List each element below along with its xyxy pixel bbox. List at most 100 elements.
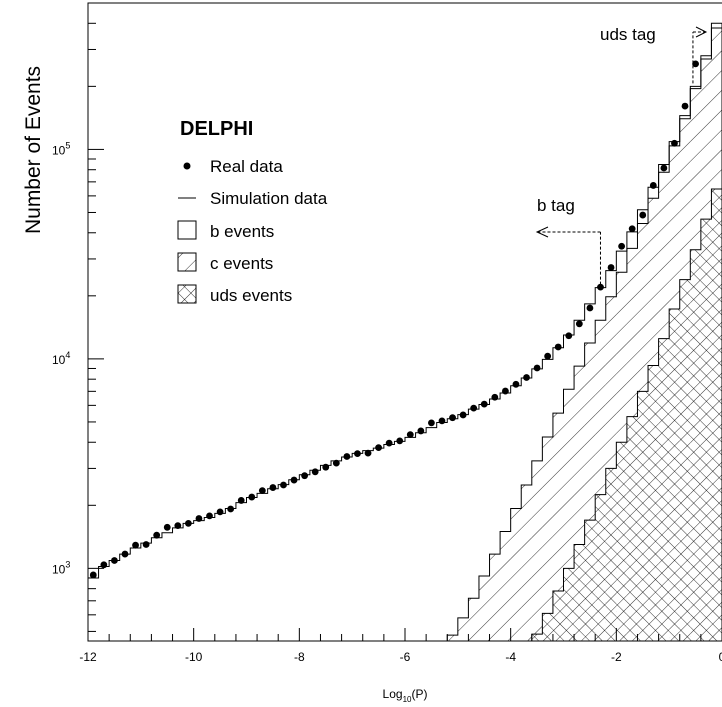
real-data-point [544,352,552,360]
real-data-point [111,557,118,564]
real-data-point [575,320,583,328]
uds-events-bar [658,338,670,641]
uds-events-bar [669,309,680,641]
simulation-data-line [88,22,722,641]
real-data-point [554,343,562,351]
c-events-bar [510,508,522,641]
real-data-point [142,541,150,548]
c-events-bar [489,554,501,641]
real-data-point [417,427,425,435]
real-data-point [322,463,330,471]
legend: Real data Simulation data b events c eve… [177,157,328,305]
uds-events-bar [700,219,712,641]
real-data-point [692,60,699,68]
plot-layer [88,22,722,641]
real-data-point [132,541,139,549]
c-events-bar [584,343,596,641]
c-events-bar [574,366,585,641]
real-data-point [628,225,636,233]
y-axis-label: Number of Events [22,66,45,234]
x-axis-label: Log10(P) [383,687,428,704]
legend-c-events-box [177,252,197,272]
uds-events-bar [531,634,543,641]
real-data-point [121,550,129,558]
real-data-point [533,364,541,372]
real-data-point [459,411,467,419]
real-data-point [195,515,203,522]
y-tick-label: 105 [52,140,70,157]
x-tick-label: 0 [719,650,722,664]
c-events-bar [542,436,553,641]
real-data-point [343,453,351,460]
uds-events-bar [690,249,701,641]
uds-events-bar [605,468,617,641]
legend-simulation-label: Simulation data [210,189,328,208]
uds-events-bar [563,568,575,641]
x-tick-label: -2 [611,650,622,664]
c-events-bar [500,531,511,641]
legend-c-events-label: c events [210,254,273,273]
uds-events-bar [711,189,722,641]
c-events-bar [595,320,606,641]
x-tick-label: -10 [185,650,203,664]
real-data-point [184,519,192,527]
b-tag-label: b tag [537,196,575,215]
uds-events-bar [679,279,691,641]
y-tick-label: 104 [52,350,70,367]
c-events-bar [468,598,479,641]
uds-events-bar [626,416,638,641]
real-data-point [375,444,382,452]
real-data-point [237,497,245,504]
c-events-bar [552,413,564,641]
real-data-point [269,484,277,491]
real-data-point [523,374,530,381]
x-tick-label: -8 [294,650,305,664]
real-data-point [332,459,340,467]
real-data-point [227,505,235,513]
real-data-point [501,387,509,395]
c-events-bar [563,389,575,641]
x-tick-label: -12 [79,650,97,664]
real-data-point [280,481,287,489]
real-data-point [639,211,647,219]
legend-b-events-box [177,220,197,240]
real-data-point [100,561,108,569]
uds-events-bar [584,520,596,641]
uds-events-bar [616,442,627,641]
real-data-point [428,419,435,427]
x-tick-label: -4 [505,650,516,664]
uds-events-bar [574,544,585,641]
x-tick-label: -6 [400,650,411,664]
real-data-point [491,393,499,401]
b-tag-arrowhead [535,226,549,238]
legend-uds-events-label: uds events [210,286,292,305]
uds-events-bar [595,494,606,641]
real-data-point [607,264,615,271]
c-events-bar [531,460,543,641]
tag-cut-layer [535,26,708,285]
legend-uds-events-box [177,284,197,304]
real-data-point [163,523,171,531]
c-events-bar [457,617,469,641]
axes-layer: -12 -10 -8 -6 -4 -2 0 103 104 105 [52,2,722,664]
uds-tag-label: uds tag [600,25,656,44]
real-data-point [206,512,213,520]
real-data-point [449,414,456,422]
real-data-point [311,468,319,476]
real-data-point [406,431,414,439]
legend-b-events-label: b events [210,222,274,241]
real-data-point [649,182,657,189]
real-data-point [586,304,594,312]
uds-events-outline [531,188,722,641]
real-data-point [396,437,404,445]
c-events-bar [478,575,490,641]
real-data-point [470,404,478,412]
uds-events-bar [648,365,659,641]
legend-real-data-marker [183,162,191,170]
legend-real-data-label: Real data [210,157,283,176]
uds-events-bar [552,590,564,641]
plot-frame [87,2,722,642]
real-data-point [216,508,224,516]
c-events-bar [521,485,532,641]
